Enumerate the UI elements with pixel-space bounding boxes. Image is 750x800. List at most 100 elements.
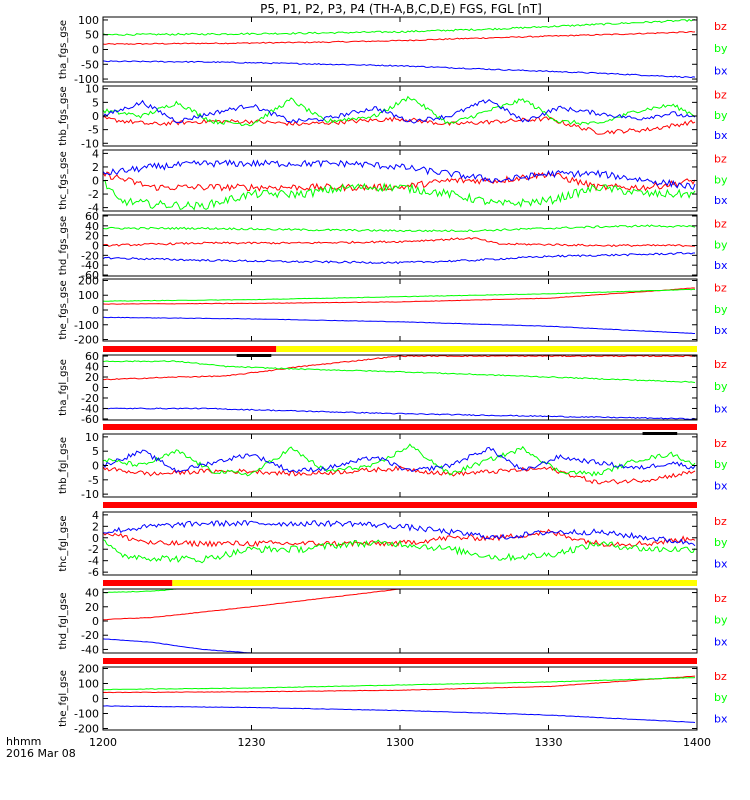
y-tick-label: 0 [92, 304, 99, 317]
panel-frame [102, 16, 698, 83]
mode-bar-segment [103, 580, 173, 586]
y-tick-label: 0 [92, 532, 99, 545]
y-axis-label: thc_fgs_gse [58, 151, 69, 210]
series-bz-line [103, 171, 696, 192]
y-tick-label: 0 [92, 175, 99, 188]
series-by-line [103, 677, 696, 691]
legend-bz: bz [714, 592, 727, 605]
mode-bar [103, 658, 697, 664]
mode-bar-segment [276, 346, 697, 352]
y-tick-label: -100 [74, 73, 99, 86]
y-tick-label: -2 [88, 543, 99, 556]
mode-bars-group [103, 346, 698, 664]
legend-bz: bz [714, 20, 727, 33]
legend-bz: bz [714, 670, 727, 683]
y-tick-label: -5 [88, 474, 99, 487]
mode-bar-segment [172, 580, 698, 586]
time-units-label: hhmm [6, 735, 41, 748]
y-tick-label: 200 [78, 663, 99, 676]
y-tick-label: 60 [85, 350, 99, 363]
legend-bx: bx [714, 259, 728, 272]
y-tick-label: 100 [78, 678, 99, 691]
legend-by: by [714, 303, 728, 316]
legend-bz: bz [714, 437, 727, 450]
series-group [103, 159, 696, 211]
legend-by: by [714, 109, 728, 122]
series-bz-line [103, 287, 696, 305]
y-tick-label: 60 [85, 210, 99, 223]
series-bx-line [103, 638, 252, 653]
y-tick-label: -40 [81, 259, 99, 272]
y-tick-label: -4 [88, 202, 99, 215]
series-bx-line [103, 446, 696, 474]
series-bx-line [103, 316, 695, 334]
panel-tha_fgs_gse: 100 50 0-50 -100 tha_fgs_gse bz by bx [58, 14, 728, 86]
legend-bx: bx [714, 558, 728, 571]
x-tick-label: 1200 [89, 736, 117, 749]
legend-bx: bx [714, 64, 728, 77]
y-tick-label: -40 [81, 643, 99, 656]
panel-the_fgl_gse: 200 100 0 -100 -200 the_fgl_gse bz by bx [58, 663, 728, 736]
y-tick-label: 40 [85, 220, 99, 233]
y-tick-label: 100 [78, 289, 99, 302]
legend-bz: bz [714, 153, 727, 166]
x-tick-label: 1300 [386, 736, 414, 749]
y-tick-label: -40 [81, 402, 99, 415]
y-axis-label: thd_fgs_gse [58, 216, 69, 275]
mode-bar [103, 580, 698, 586]
y-tick-label: 0 [92, 615, 99, 628]
mode-bar [103, 502, 697, 508]
y-tick-label: 20 [85, 230, 99, 243]
legend-bz: bz [714, 515, 727, 528]
y-tick-label: 200 [78, 274, 99, 287]
y-tick-label: -50 [81, 58, 99, 71]
mode-bar-segment [103, 424, 697, 430]
mode-bar-mark [642, 432, 678, 435]
panel-frame [102, 588, 698, 654]
series-by-line [103, 95, 696, 127]
series-by-line [103, 589, 177, 594]
legend-bx: bx [714, 713, 728, 726]
y-tick-label: 4 [92, 509, 99, 522]
y-tick-label: 10 [85, 431, 99, 444]
series-bx-line [103, 159, 696, 191]
y-tick-label: -20 [81, 629, 99, 642]
x-tick-label: 1330 [535, 736, 563, 749]
y-tick-label: 40 [85, 587, 99, 600]
chart-title: P5, P1, P2, P3, P4 (TH-A,B,C,D,E) FGS, F… [260, 2, 542, 16]
y-tick-label: 5 [92, 96, 99, 109]
series-bz-line [103, 589, 401, 621]
y-tick-label: -60 [81, 413, 99, 426]
y-tick-label: 2 [92, 161, 99, 174]
y-tick-label: -5 [88, 124, 99, 137]
mode-bar [103, 346, 697, 357]
legend-bx: bx [714, 324, 728, 337]
mode-bar-segment [103, 658, 697, 664]
y-tick-label: -100 [74, 708, 99, 721]
y-tick-label: 100 [78, 14, 99, 27]
y-tick-label: 40 [85, 361, 99, 374]
panel-frame [102, 278, 698, 342]
legend-by: by [714, 238, 728, 251]
date-label: 2016 Mar 08 [6, 747, 76, 760]
y-tick-label: 0 [92, 460, 99, 473]
y-tick-label: 5 [92, 445, 99, 458]
y-axis-label: the_fgl_gse [58, 670, 69, 727]
y-axis-label: thb_fgs_gse [58, 86, 69, 145]
series-by-line [103, 179, 696, 211]
series-group [103, 95, 696, 135]
y-axis-label: thb_fgl_gse [58, 437, 69, 494]
y-tick-label: 0 [92, 382, 99, 395]
y-tick-label: -10 [81, 137, 99, 150]
y-tick-label: -200 [74, 334, 99, 347]
series-by-line [103, 539, 696, 564]
legend-bz: bz [714, 88, 727, 101]
series-group [103, 355, 696, 420]
y-tick-label: 50 [85, 29, 99, 42]
series-bz-line [103, 465, 696, 485]
panel-the_fgs_gse: 200 100 0 -100 -200 the_fgs_gse bz by bx [58, 274, 728, 346]
x-tick-label: 1230 [238, 736, 266, 749]
